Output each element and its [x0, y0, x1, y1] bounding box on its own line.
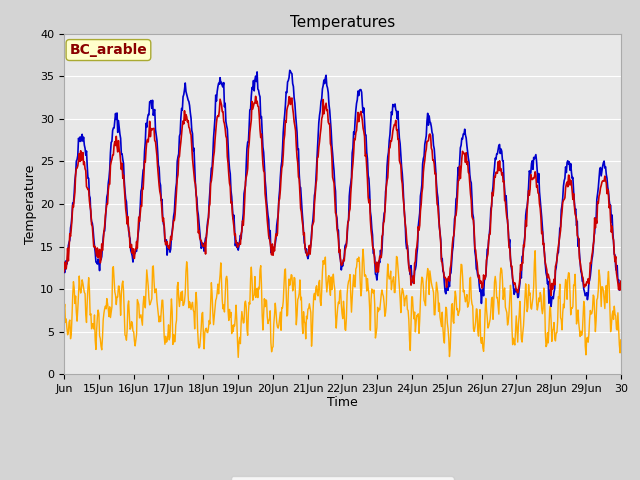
- Tsurf: [60, 268, 68, 274]
- Tair: [228, 199, 236, 204]
- Tsurf: [228, 194, 236, 200]
- Tair: [256, 127, 264, 132]
- Tsurf: [276, 175, 284, 180]
- Tair: [60, 269, 68, 275]
- Tsurf: [432, 167, 440, 173]
- Tair: [277, 175, 285, 180]
- Line: Tsky: Tsky: [64, 249, 621, 358]
- Tair: [125, 229, 133, 235]
- X-axis label: Time: Time: [327, 396, 358, 408]
- Tsky: [228, 331, 236, 336]
- Tsurf: [547, 303, 555, 309]
- Tair: [252, 94, 259, 99]
- Tsurf: [125, 233, 133, 239]
- Tsurf: [286, 68, 294, 73]
- Tsky: [60, 308, 68, 314]
- Y-axis label: Temperature: Temperature: [24, 164, 37, 244]
- Tair: [617, 278, 625, 284]
- Text: BC_arable: BC_arable: [70, 43, 147, 57]
- Tsky: [401, 296, 409, 302]
- Tsky: [234, 355, 242, 360]
- Line: Tsurf: Tsurf: [64, 71, 621, 306]
- Tair: [432, 170, 440, 176]
- Tsky: [617, 337, 625, 343]
- Tair: [401, 212, 408, 217]
- Tsky: [277, 327, 285, 333]
- Line: Tair: Tair: [64, 96, 621, 295]
- Tsky: [359, 246, 367, 252]
- Title: Temperatures: Temperatures: [290, 15, 395, 30]
- Tsky: [125, 312, 133, 317]
- Tsurf: [255, 92, 263, 97]
- Tsky: [433, 279, 440, 285]
- Tsky: [256, 267, 264, 273]
- Legend: Tair, Tsurf, Tsky: Tair, Tsurf, Tsky: [231, 476, 454, 480]
- Tair: [547, 292, 555, 298]
- Tsurf: [617, 279, 625, 285]
- Tsurf: [401, 210, 408, 216]
